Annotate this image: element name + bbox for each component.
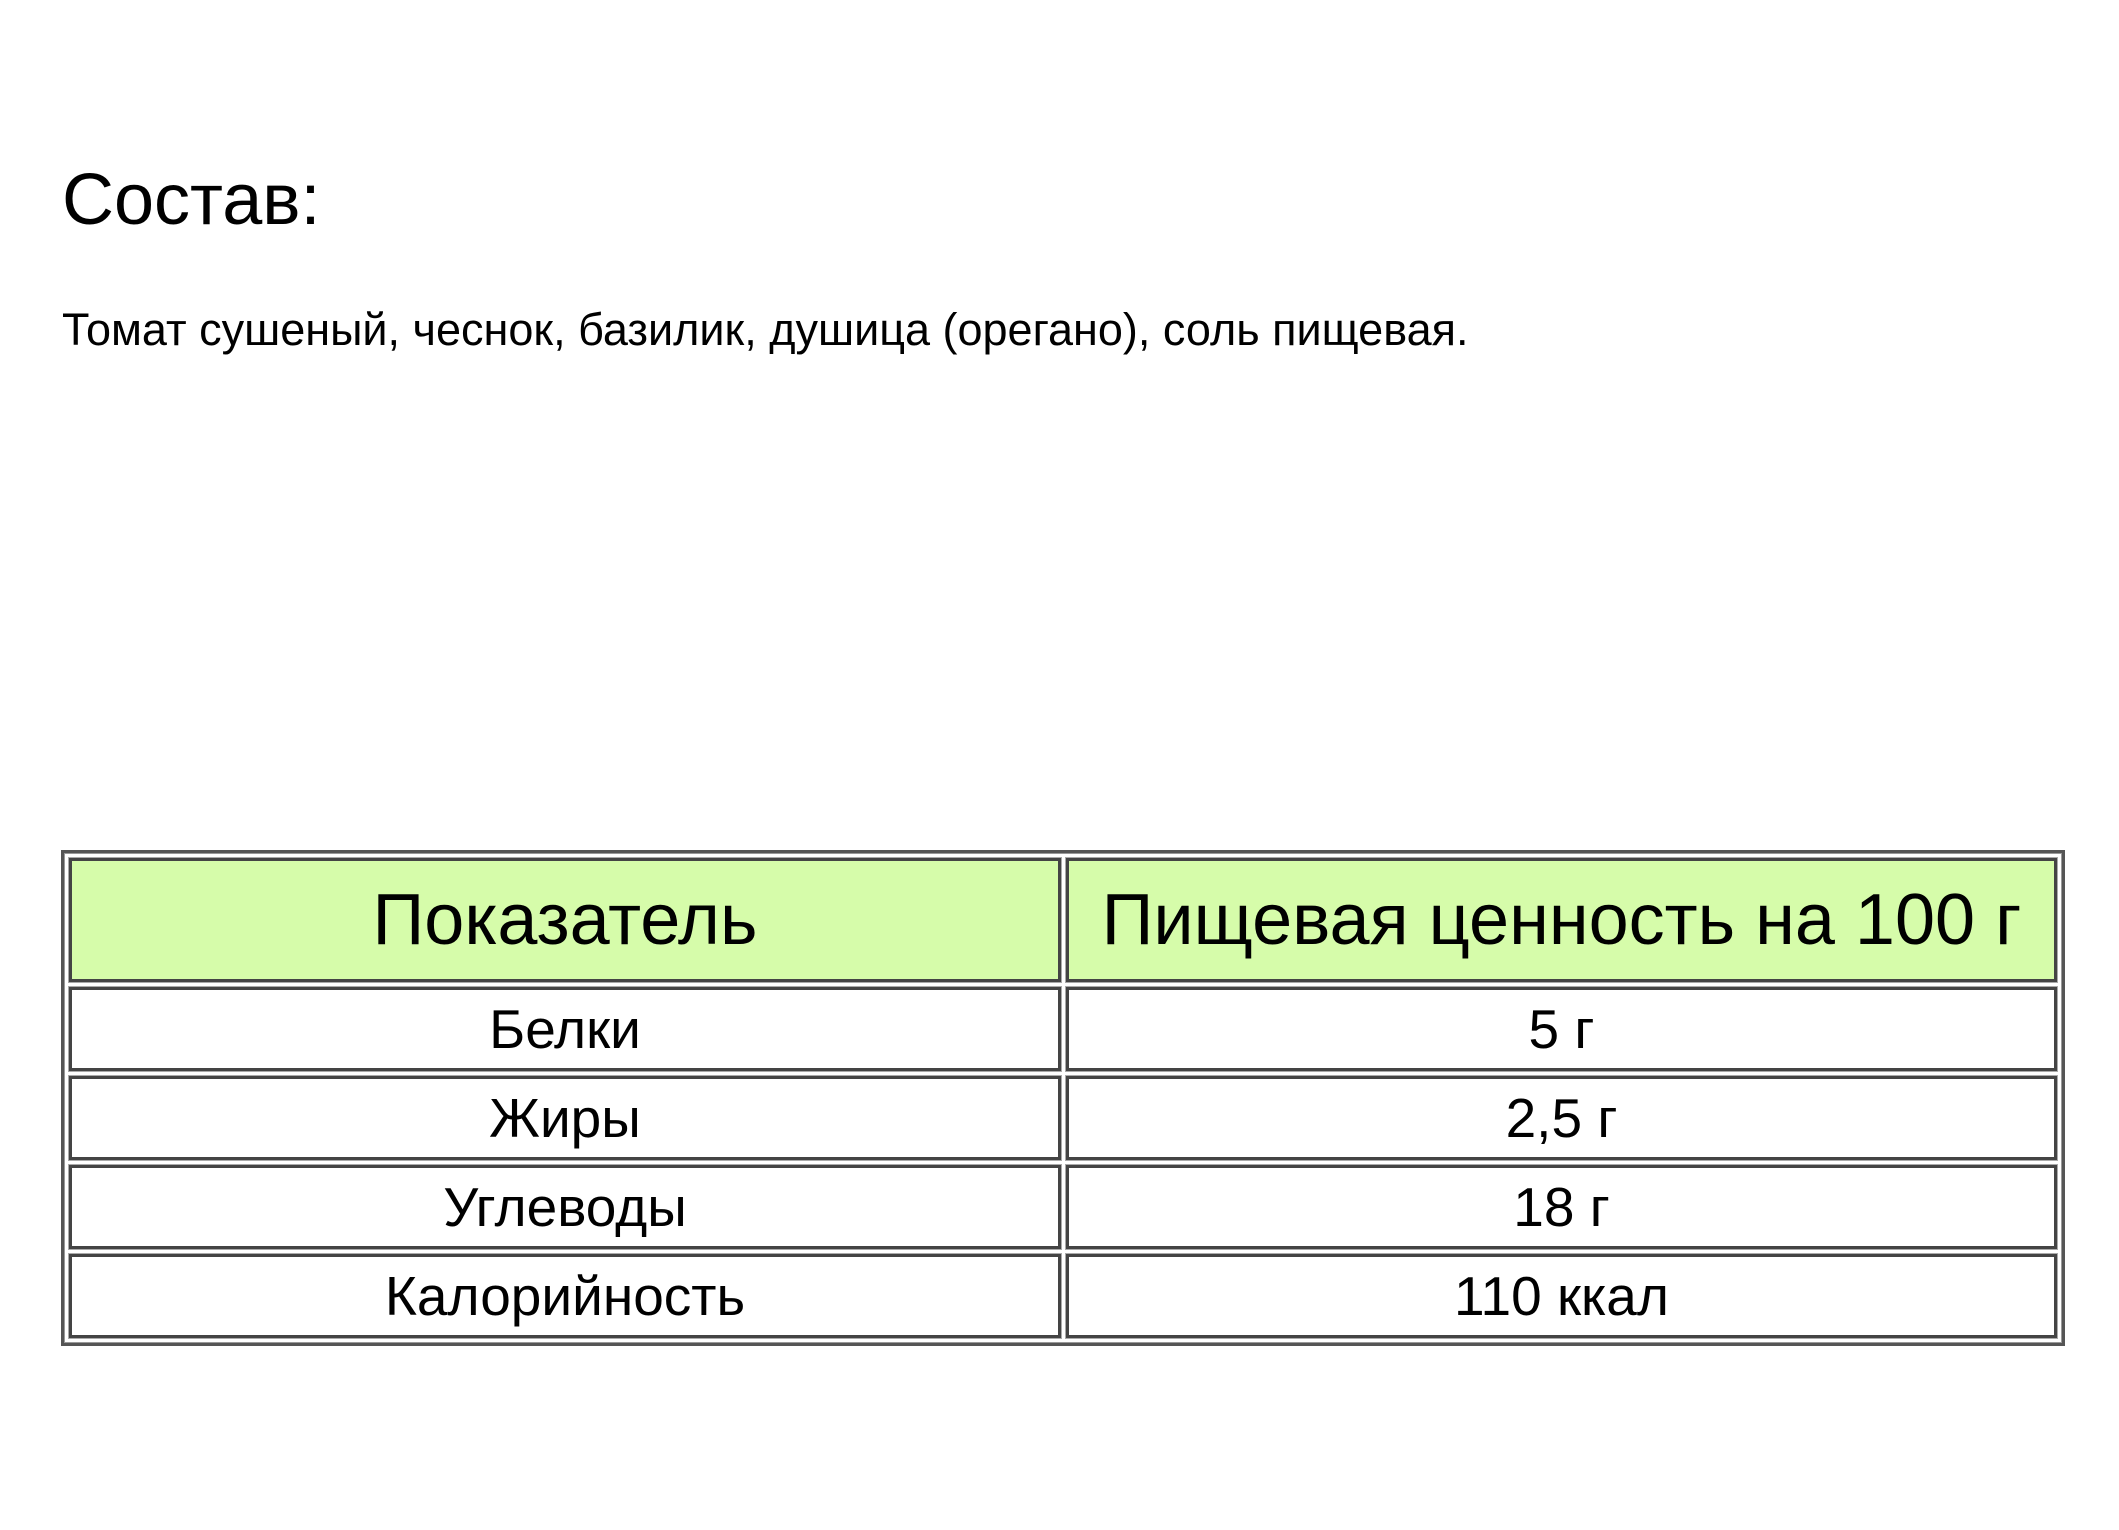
composition-title: Состав:	[62, 160, 321, 240]
row-value: 5 г	[1065, 986, 2058, 1072]
table-row: Калорийность 110 ккал	[68, 1253, 2058, 1339]
table-row: Углеводы 18 г	[68, 1164, 2058, 1250]
header-indicator: Показатель	[68, 857, 1062, 983]
row-label: Калорийность	[68, 1253, 1062, 1339]
row-value: 18 г	[1065, 1164, 2058, 1250]
row-label: Углеводы	[68, 1164, 1062, 1250]
row-value: 2,5 г	[1065, 1075, 2058, 1161]
table-row: Белки 5 г	[68, 986, 2058, 1072]
row-value: 110 ккал	[1065, 1253, 2058, 1339]
table-header-row: Показатель Пищевая ценность на 100 г	[68, 857, 2058, 983]
nutrition-table: Показатель Пищевая ценность на 100 г Бел…	[61, 850, 2065, 1346]
row-label: Жиры	[68, 1075, 1062, 1161]
header-value-per-100g: Пищевая ценность на 100 г	[1065, 857, 2058, 983]
ingredients-text: Томат сушеный, чеснок, базилик, душица (…	[62, 304, 1469, 355]
row-label: Белки	[68, 986, 1062, 1072]
table-row: Жиры 2,5 г	[68, 1075, 2058, 1161]
